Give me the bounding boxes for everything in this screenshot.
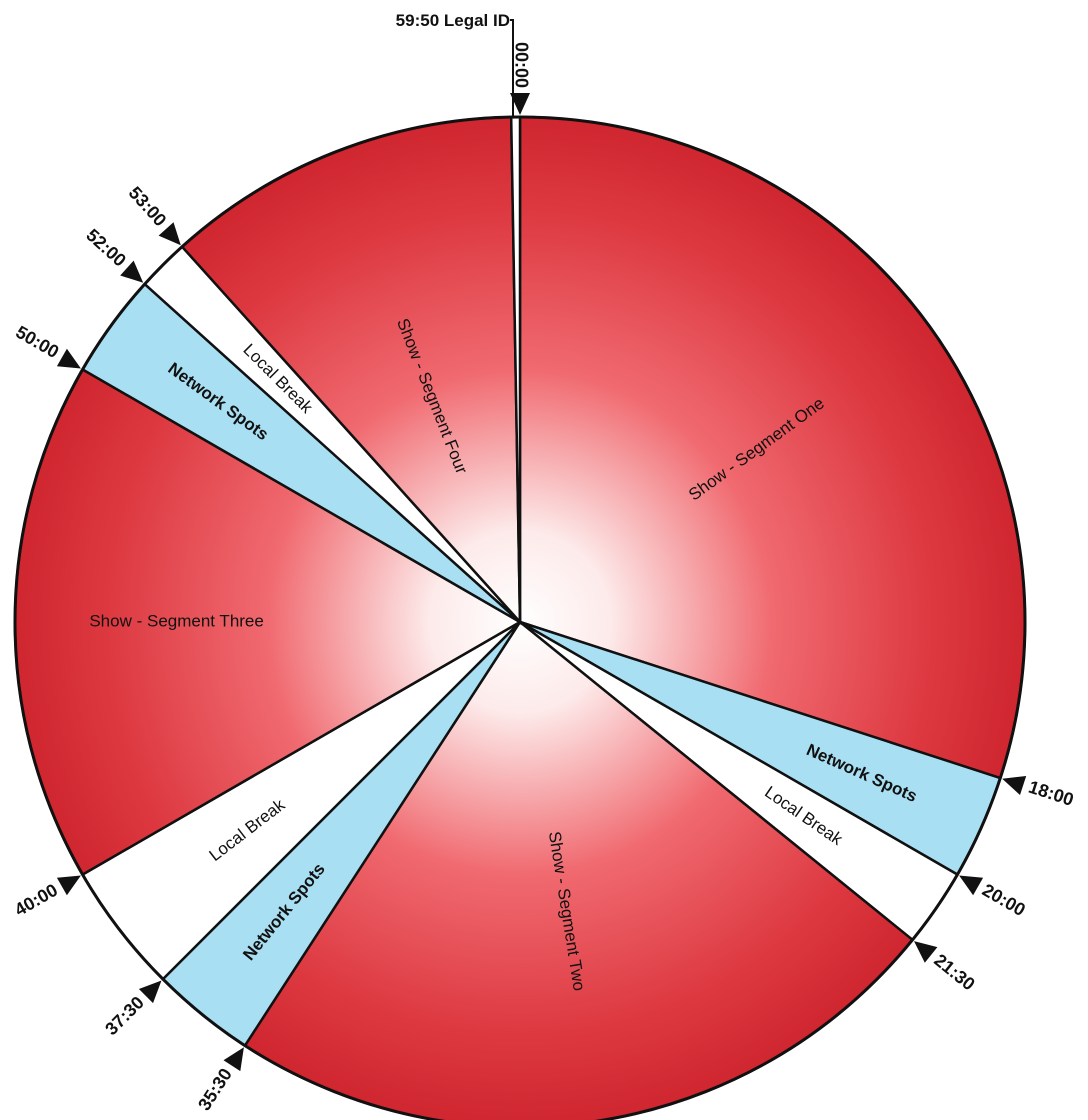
tick-marker bbox=[1002, 776, 1027, 795]
tick-marker bbox=[56, 875, 81, 896]
tick-label: 00:00 bbox=[511, 42, 531, 88]
tick-marker bbox=[120, 260, 144, 283]
clock-outline bbox=[13, 115, 1027, 1120]
tick-label: 35:30 bbox=[194, 1065, 236, 1115]
tick-marker bbox=[959, 875, 984, 896]
tick-label: 50:00 bbox=[12, 322, 62, 362]
tick-label: 52:00 bbox=[82, 225, 130, 271]
tick-label: 53:00 bbox=[125, 183, 171, 231]
legal-id-leader bbox=[510, 19, 514, 118]
tick-label: 37:30 bbox=[101, 992, 148, 1039]
legal-id-marker: 59:50 Legal ID bbox=[396, 11, 514, 118]
tick-label: 18:00 bbox=[1026, 777, 1076, 810]
tick-label: 40:00 bbox=[11, 880, 61, 920]
tick-marker bbox=[914, 941, 938, 963]
tick-marker bbox=[223, 1047, 244, 1072]
tick-marker bbox=[158, 222, 181, 246]
legal-id-label: 59:50 Legal ID bbox=[396, 11, 510, 30]
tick-marker bbox=[56, 348, 81, 369]
tick-label: 21:30 bbox=[930, 950, 978, 995]
tick-marker bbox=[138, 980, 162, 1004]
segment-label-show-6: Show - Segment Three bbox=[89, 611, 264, 630]
pie-slices bbox=[13, 115, 1027, 1120]
tick-label: 20:00 bbox=[979, 880, 1029, 920]
tick-marker bbox=[510, 93, 530, 115]
